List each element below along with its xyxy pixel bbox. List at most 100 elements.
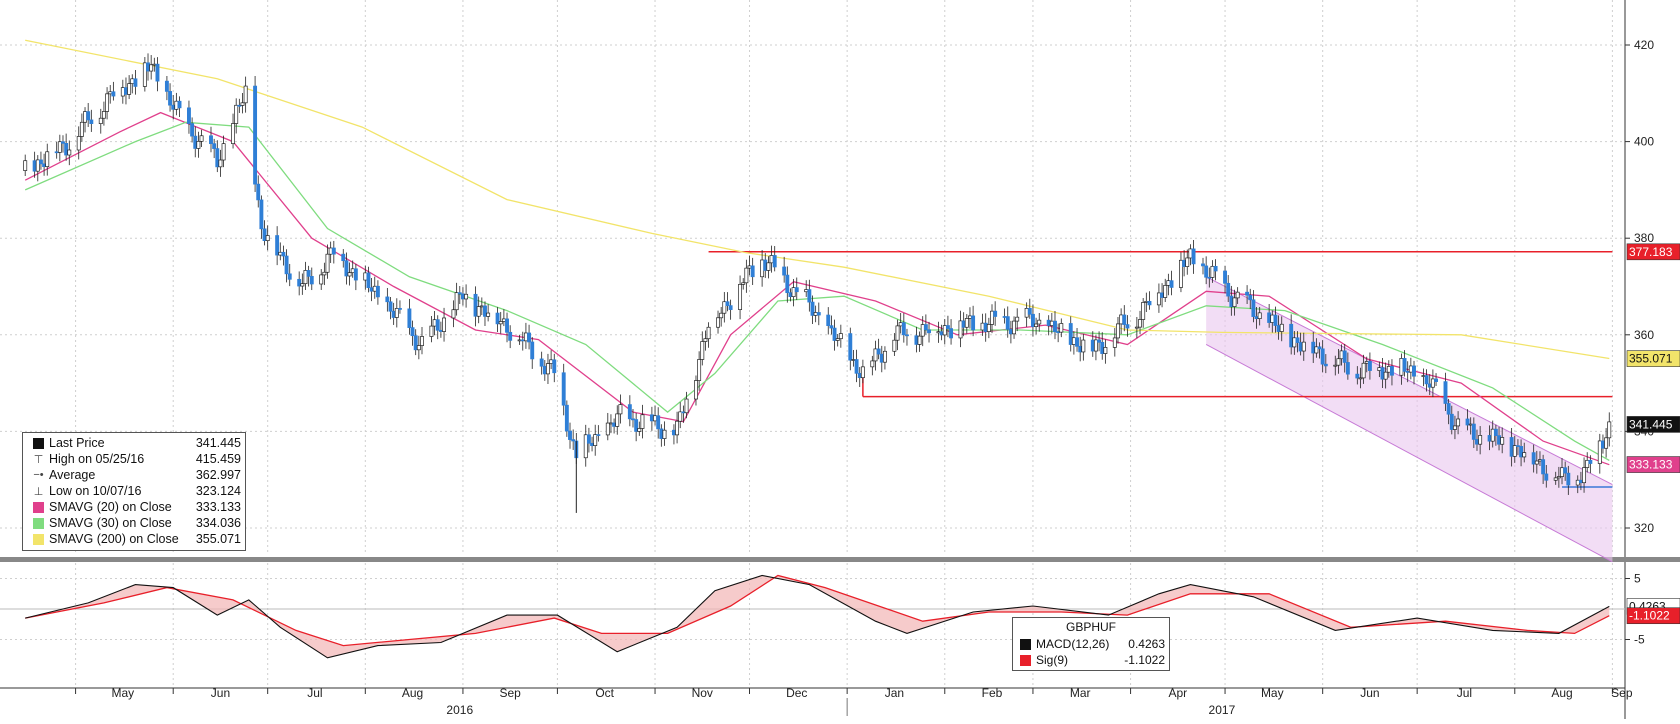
candle-body bbox=[949, 328, 954, 339]
candle-body bbox=[1289, 323, 1294, 348]
candle-body bbox=[530, 341, 535, 360]
x-tick-label: Mar bbox=[1070, 686, 1091, 700]
candle-body bbox=[1402, 358, 1407, 372]
y-tick-label: 380 bbox=[1634, 231, 1654, 245]
candle-body bbox=[287, 273, 292, 280]
candle-body bbox=[612, 422, 617, 427]
candle-body bbox=[517, 339, 522, 342]
candle-body bbox=[1046, 319, 1051, 326]
candle-body bbox=[1090, 339, 1095, 352]
candle-body bbox=[706, 326, 711, 340]
candle-body bbox=[1317, 346, 1322, 350]
candle-body bbox=[1421, 375, 1426, 377]
candle-body bbox=[971, 315, 976, 331]
candle-body bbox=[838, 333, 843, 340]
candle-body bbox=[1446, 403, 1451, 415]
candle-body bbox=[262, 228, 267, 241]
macd-legend-title: GBPHUF bbox=[1065, 620, 1116, 634]
candle-body bbox=[1604, 437, 1609, 449]
candle-body bbox=[615, 413, 620, 427]
candle-body bbox=[1059, 323, 1064, 333]
legend-value: 323.124 bbox=[195, 484, 241, 498]
candle-body bbox=[927, 329, 931, 334]
candle-body bbox=[1166, 280, 1171, 286]
macd-legend-row-signal: Sig(9) -1.1022 bbox=[1017, 652, 1165, 668]
candle-body bbox=[719, 312, 724, 319]
candle-body bbox=[1383, 371, 1388, 380]
candle-body bbox=[23, 160, 28, 171]
candle-body bbox=[265, 235, 270, 241]
sma200-swatch-icon bbox=[33, 533, 44, 545]
candle-body bbox=[1566, 472, 1571, 486]
candle-body bbox=[221, 143, 226, 161]
candle-body bbox=[766, 262, 771, 271]
candle-body bbox=[1030, 313, 1035, 327]
legend-value: 0.4263 bbox=[1128, 637, 1165, 651]
legend-label: Low on 10/07/16 bbox=[49, 484, 142, 498]
candle-body bbox=[1434, 378, 1438, 382]
candle-body bbox=[1122, 314, 1127, 325]
candle-body bbox=[637, 428, 642, 432]
candle-body bbox=[826, 314, 831, 327]
legend-label: Last Price bbox=[49, 436, 105, 450]
candle-body bbox=[325, 253, 330, 273]
candle-body bbox=[1475, 439, 1479, 445]
candle-body bbox=[486, 312, 491, 317]
candle-body bbox=[860, 366, 865, 379]
candle-body bbox=[1497, 435, 1501, 445]
candle-body bbox=[873, 348, 878, 362]
candle-body bbox=[347, 272, 352, 277]
candle-body bbox=[476, 306, 481, 317]
candle-body bbox=[905, 334, 909, 337]
candle-body bbox=[190, 123, 195, 137]
candle-body bbox=[608, 422, 613, 425]
legend-label: SMAVG (20) on Close bbox=[49, 500, 172, 514]
candle-body bbox=[508, 331, 513, 341]
candle-body bbox=[1169, 280, 1174, 288]
channel-upper-line bbox=[1205, 276, 1613, 485]
price-tag-bg bbox=[1626, 243, 1680, 261]
candle-body bbox=[1201, 263, 1205, 267]
candle-body bbox=[460, 293, 465, 300]
candle-body bbox=[1487, 435, 1492, 442]
candle-body bbox=[804, 289, 809, 293]
candle-body bbox=[1490, 428, 1495, 442]
x-tick-label: Jun bbox=[211, 686, 230, 700]
y-tick-label: 400 bbox=[1634, 135, 1654, 149]
candle-body bbox=[259, 199, 264, 230]
candle-body bbox=[1456, 418, 1461, 427]
candle-body bbox=[420, 336, 424, 346]
candle-body bbox=[1405, 371, 1410, 373]
candle-body bbox=[331, 247, 336, 255]
candle-body bbox=[1427, 383, 1432, 388]
candle-body bbox=[1182, 259, 1187, 267]
candle-body bbox=[429, 325, 434, 337]
candle-body bbox=[32, 160, 37, 172]
candle-body bbox=[101, 111, 106, 119]
candle-body bbox=[939, 331, 944, 336]
candle-body bbox=[350, 268, 355, 274]
candle-body bbox=[1008, 328, 1013, 335]
legend-row-sma30: SMAVG (30) on Close 334.036 bbox=[27, 515, 241, 531]
candle-body bbox=[738, 283, 743, 310]
macd-signal-fill bbox=[25, 575, 1610, 658]
candle-body bbox=[1248, 294, 1253, 301]
candle-body bbox=[416, 345, 421, 351]
x-tick-label: May bbox=[111, 686, 134, 700]
candle-body bbox=[895, 325, 900, 341]
candle-body bbox=[171, 104, 176, 110]
candle-body bbox=[407, 308, 412, 328]
candle-body bbox=[215, 148, 220, 168]
candle-body bbox=[590, 442, 595, 446]
candle-body bbox=[961, 320, 966, 328]
candle-body bbox=[700, 341, 705, 360]
candle-body bbox=[363, 272, 368, 281]
candle-body bbox=[917, 335, 922, 345]
legend-value: 341.445 bbox=[195, 436, 241, 450]
candle-body bbox=[750, 265, 755, 278]
candle-body bbox=[725, 301, 730, 306]
candle-body bbox=[237, 104, 242, 107]
candle-body bbox=[1601, 440, 1605, 449]
candle-body bbox=[1588, 459, 1593, 464]
candle-body bbox=[187, 107, 191, 124]
